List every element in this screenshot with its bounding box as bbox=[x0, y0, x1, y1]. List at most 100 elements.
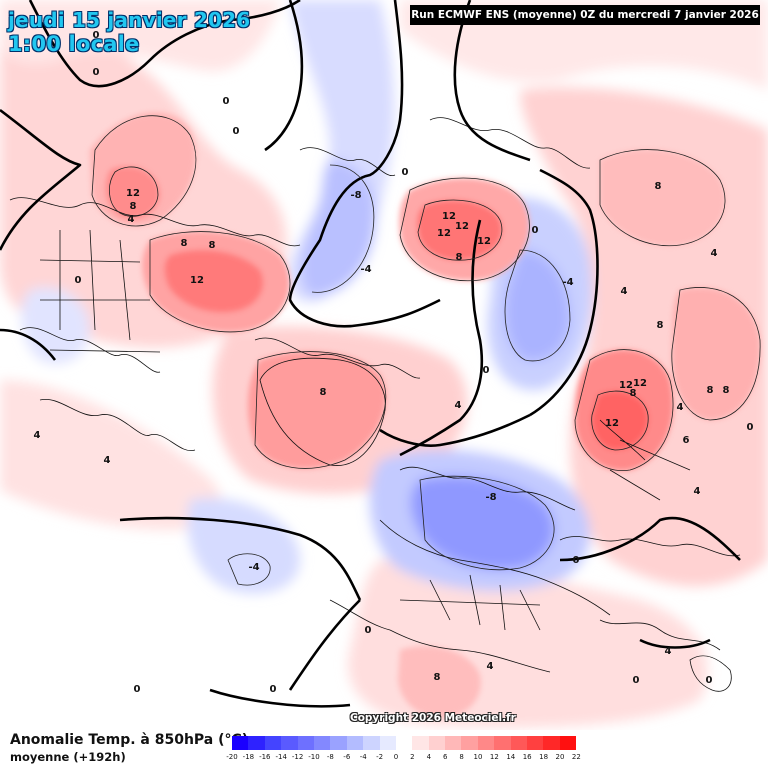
color-scale-tick-label: 18 bbox=[539, 753, 549, 761]
color-scale-tick-label: -4 bbox=[359, 753, 367, 761]
anomaly-value-label: -8 bbox=[350, 190, 361, 201]
color-scale-tick-label: -8 bbox=[326, 753, 334, 761]
warm-cores bbox=[90, 112, 761, 718]
color-scale-cell bbox=[313, 736, 331, 750]
color-scale-tick-label: 4 bbox=[426, 753, 432, 761]
anomaly-value-label: 0 bbox=[706, 675, 713, 686]
anomaly-value-label: 6 bbox=[683, 435, 690, 446]
color-scale-tick-label: 2 bbox=[410, 753, 415, 761]
color-scale-cell bbox=[477, 736, 495, 750]
anomaly-value-label: 8 bbox=[320, 387, 327, 398]
color-scale-tick-label: -6 bbox=[343, 753, 351, 761]
color-scale-cell bbox=[445, 736, 462, 750]
anomaly-value-label: 0 bbox=[233, 126, 240, 137]
anomaly-value-label: 8 bbox=[209, 240, 216, 251]
color-scale-cell bbox=[281, 736, 298, 750]
anomaly-value-label: 4 bbox=[677, 402, 684, 413]
anomaly-value-label: 8 bbox=[723, 385, 730, 396]
color-scale-cell bbox=[297, 736, 314, 750]
color-scale-tick-label: 14 bbox=[506, 753, 516, 761]
color-scale-tick-label: -10 bbox=[308, 753, 320, 761]
color-scale-cell bbox=[379, 736, 396, 750]
anomaly-value-label: 8 bbox=[630, 388, 637, 399]
anomaly-value-label: 0 bbox=[93, 30, 100, 41]
anomaly-value-label: 4 bbox=[487, 661, 494, 672]
anomaly-value-label: 4 bbox=[621, 286, 628, 297]
anomaly-value-label: 8 bbox=[181, 238, 188, 249]
color-scale-tick-label: 6 bbox=[442, 753, 448, 761]
color-scale-cell bbox=[264, 736, 282, 750]
anomaly-value-label: 0 bbox=[223, 96, 230, 107]
anomaly-contours bbox=[91, 115, 761, 586]
anomaly-value-label: 4 bbox=[34, 430, 41, 441]
anomaly-value-label: 4 bbox=[665, 646, 672, 657]
forecast-date: jeudi 15 janvier 2026 bbox=[8, 8, 251, 32]
anomaly-value-label: 0 bbox=[365, 625, 372, 636]
coastlines bbox=[9, 117, 741, 692]
color-scale-cell bbox=[330, 736, 347, 750]
anomaly-value-label: -4 bbox=[360, 264, 371, 275]
copyright-text: Copyright 2026 Meteociel.fr bbox=[350, 712, 516, 724]
color-scale-tick-label: -2 bbox=[376, 753, 384, 761]
color-scale-cell bbox=[559, 736, 577, 750]
color-scale-tick-label: 16 bbox=[522, 753, 532, 761]
legend-footer: Anomalie Temp. à 850hPa (°C) moyenne (+1… bbox=[0, 730, 768, 768]
anomaly-value-label: 12 bbox=[126, 188, 140, 199]
color-scale-tick-label: 12 bbox=[489, 753, 499, 761]
color-scale-tick-label: 8 bbox=[459, 753, 464, 761]
anomaly-value-label: 0 bbox=[75, 275, 82, 286]
anomaly-value-label: 8 bbox=[657, 320, 664, 331]
anomaly-value-label: 4 bbox=[104, 455, 111, 466]
anomaly-value-label: 4 bbox=[694, 486, 701, 497]
color-scale-tick-label: -12 bbox=[291, 753, 304, 761]
color-scale-cell bbox=[363, 736, 380, 750]
anomaly-value-label: 0 bbox=[134, 684, 141, 695]
anomaly-value-label: 0 bbox=[483, 365, 490, 376]
color-scale-cell bbox=[461, 736, 478, 750]
anomaly-value-label: 0 bbox=[747, 422, 754, 433]
anomaly-value-label: 12 bbox=[442, 211, 456, 222]
color-scale-tick-label: -20 bbox=[226, 753, 238, 761]
anomaly-value-label: 8 bbox=[130, 201, 137, 212]
color-scale-labels: -20 -18 -16 -14 -12 -10 -8 -6 -4 -2 0 2 4 6 8 10 12 14 16 1… bbox=[226, 753, 581, 765]
color-scale-cell bbox=[395, 736, 413, 750]
anomaly-value-label: 0 bbox=[573, 555, 580, 566]
anomaly-value-label: 0 bbox=[532, 225, 539, 236]
anomaly-value-label: 12 bbox=[477, 236, 491, 247]
anomaly-value-label: 12 bbox=[190, 275, 204, 286]
anomaly-value-label: 0 bbox=[402, 167, 409, 178]
anomaly-value-label: 8 bbox=[456, 252, 463, 263]
anomaly-value-label: 4 bbox=[711, 248, 718, 259]
color-scale-tick-label: 0 bbox=[393, 753, 399, 761]
color-scale-cell bbox=[232, 736, 249, 750]
color-scale-tick-label: 10 bbox=[473, 753, 483, 761]
color-scale-cell bbox=[412, 736, 429, 750]
legend-subtitle: moyenne (+192h) bbox=[10, 750, 126, 764]
anomaly-value-label: 4 bbox=[128, 214, 135, 225]
color-scale-cell bbox=[494, 736, 511, 750]
color-scale-bar bbox=[232, 736, 577, 750]
forecast-time: 1:00 locale bbox=[8, 32, 140, 56]
legend-title: Anomalie Temp. à 850hPa (°C) bbox=[10, 732, 249, 748]
anomaly-value-label: 12 bbox=[619, 380, 633, 391]
anomaly-value-label: 0 bbox=[270, 684, 277, 695]
color-scale-cell bbox=[428, 736, 446, 750]
anomaly-value-label: -4 bbox=[562, 277, 573, 288]
anomaly-value-label: 12 bbox=[605, 418, 619, 429]
anomaly-value-label: 8 bbox=[655, 181, 662, 192]
zero-contours bbox=[0, 0, 741, 708]
color-scale-tick-label: -16 bbox=[259, 753, 271, 761]
anomaly-value-label: 0 bbox=[93, 67, 100, 78]
color-scale-tick-label: -14 bbox=[275, 753, 287, 761]
anomaly-value-label: 0 bbox=[633, 675, 640, 686]
anomaly-value-label: 4 bbox=[455, 400, 462, 411]
color-scale-cell bbox=[248, 736, 265, 750]
anomaly-value-label: 12 bbox=[455, 221, 469, 232]
model-run-banner: Run ECMWF ENS (moyenne) 0Z du mercredi 7… bbox=[410, 5, 760, 25]
color-scale-cell bbox=[510, 736, 528, 750]
anomaly-value-label: 8 bbox=[434, 672, 441, 683]
color-scale-cell bbox=[527, 736, 544, 750]
color-scale-cell bbox=[543, 736, 560, 750]
